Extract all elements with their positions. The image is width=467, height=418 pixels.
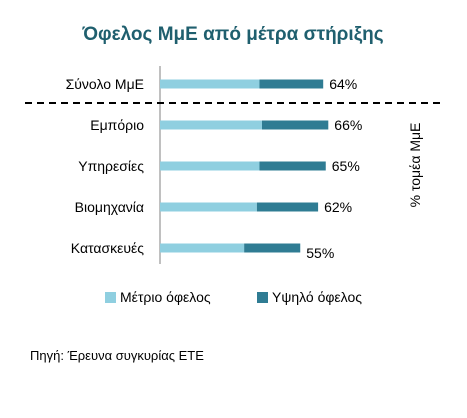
bar-segment-moderate xyxy=(160,161,260,171)
data-label: 55% xyxy=(306,245,334,261)
legend-swatch-moderate xyxy=(105,292,116,303)
category-label: Σύνολο ΜμΕ xyxy=(66,76,144,92)
data-label: 62% xyxy=(324,199,352,215)
bar-segment-moderate xyxy=(160,243,245,253)
bars-group: Σύνολο ΜμΕ 64% Εμπόριο 66% Υπηρεσίες 65% Βιομη… xyxy=(66,76,363,261)
legend-swatch-high xyxy=(257,292,268,303)
bar-segment-moderate xyxy=(160,120,262,130)
legend-label-moderate: Μέτριο όφελος xyxy=(120,289,211,305)
source-note: Πηγή: Έρευνα συγκυρίας ΕΤΕ xyxy=(30,348,204,363)
chart-title: Όφελος ΜμΕ από μέτρα στήριξης xyxy=(81,24,383,45)
data-label: 64% xyxy=(329,76,357,92)
legend: Μέτριο όφελος Υψηλό όφελος xyxy=(105,289,362,305)
category-label: Εμπόριο xyxy=(90,117,144,133)
category-label: Κατασκευές xyxy=(71,240,144,256)
category-label: Βιομηχανία xyxy=(75,199,144,215)
bar-segment-high xyxy=(259,79,324,89)
bar-segment-high xyxy=(262,120,329,130)
right-axis-label: % τομέα ΜμΕ xyxy=(407,123,423,208)
category-label: Υπηρεσίες xyxy=(78,158,144,174)
bar-segment-moderate xyxy=(160,79,260,89)
data-label: 66% xyxy=(334,117,362,133)
bar-segment-moderate xyxy=(160,202,257,212)
data-label: 65% xyxy=(332,158,360,174)
bar-segment-high xyxy=(244,243,301,253)
bar-segment-high xyxy=(259,161,326,171)
legend-label-high: Υψηλό όφελος xyxy=(272,289,362,305)
bar-segment-high xyxy=(256,202,319,212)
